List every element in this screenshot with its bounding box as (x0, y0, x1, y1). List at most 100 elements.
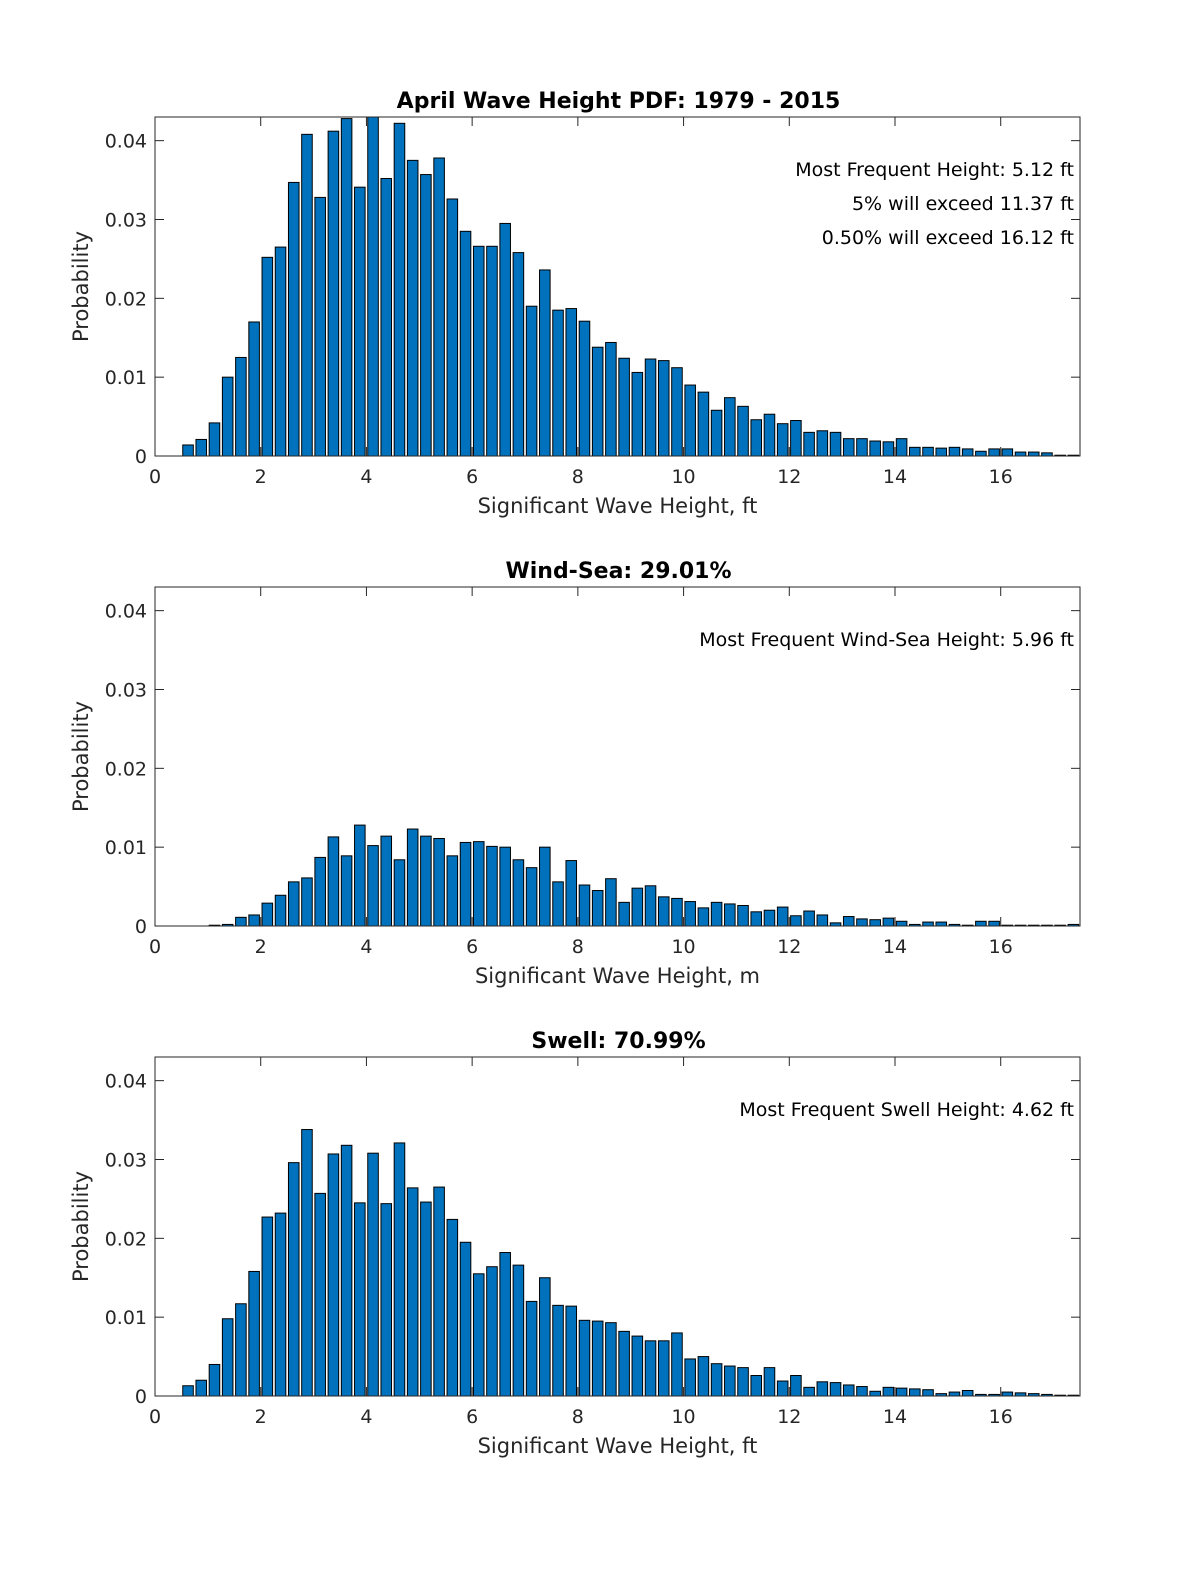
bar (644, 885, 657, 926)
bar (803, 1386, 815, 1396)
bar (208, 422, 221, 456)
bar (393, 122, 406, 456)
bar (803, 431, 815, 456)
bar (512, 252, 525, 456)
y-tick-label: 0 (135, 446, 147, 468)
bar (459, 230, 472, 456)
bar (235, 916, 247, 926)
annotation: 0.50% will exceed 16.12 ft (822, 227, 1074, 249)
bar (856, 918, 868, 926)
bar (605, 341, 617, 456)
bar (684, 901, 696, 926)
bar (895, 920, 908, 926)
bar (750, 911, 763, 926)
y-tick-label: 0.03 (105, 1149, 147, 1171)
bar (486, 245, 498, 456)
bar (525, 867, 538, 926)
bar (314, 196, 326, 456)
bar (776, 906, 789, 926)
bar (274, 894, 287, 926)
axes-box (154, 116, 1081, 457)
y-tick-label: 0.03 (105, 679, 147, 701)
bar (433, 1186, 445, 1396)
bar (354, 186, 366, 456)
bar (182, 1385, 194, 1396)
bar (724, 903, 736, 926)
y-tick-label: 0.02 (105, 758, 147, 780)
bar (565, 1305, 578, 1396)
bar (657, 360, 670, 456)
bar (737, 905, 749, 926)
x-tick-label: 14 (883, 1406, 907, 1428)
bar (869, 440, 881, 456)
bar (420, 835, 432, 926)
bar (327, 1153, 340, 1396)
bars (182, 117, 1080, 456)
bar (935, 921, 948, 926)
x-tick-label: 0 (149, 936, 161, 958)
bar (340, 1144, 353, 1396)
chart-title: April Wave Height PDF: 1979 - 2015 (397, 89, 841, 114)
x-tick-label: 8 (572, 466, 584, 488)
bar (842, 1384, 855, 1396)
bars (208, 824, 1080, 926)
bar (459, 841, 472, 926)
bar (393, 1142, 406, 1396)
y-tick-label: 0.01 (105, 1307, 147, 1329)
bar (261, 902, 274, 926)
bar (195, 1379, 208, 1396)
bar (882, 917, 895, 926)
chart-title: Swell: 70.99% (531, 1029, 705, 1054)
bar (472, 1273, 485, 1396)
bar (525, 305, 538, 456)
bar (697, 391, 710, 456)
x-tick-label: 2 (255, 936, 267, 958)
x-tick-label: 8 (572, 1406, 584, 1428)
bar (340, 118, 353, 456)
x-tick-label: 12 (777, 1406, 801, 1428)
x-tick-label: 4 (360, 466, 372, 488)
bar (988, 920, 1000, 926)
bar (591, 1320, 604, 1396)
x-tick-label: 10 (671, 466, 695, 488)
x-tick-label: 6 (466, 466, 478, 488)
bar (948, 1391, 961, 1396)
bar (684, 1358, 696, 1396)
bar (882, 1386, 895, 1396)
bar (446, 1218, 459, 1396)
bar (565, 860, 578, 926)
x-tick-label: 0 (149, 466, 161, 488)
bar (301, 877, 313, 926)
bar (552, 1304, 564, 1396)
bar (274, 246, 287, 456)
x-tick-label: 16 (989, 1406, 1013, 1428)
bar (816, 914, 829, 926)
bar (420, 174, 432, 456)
bar (340, 855, 353, 926)
bar (776, 1380, 789, 1396)
x-tick-label: 10 (671, 936, 695, 958)
bar (710, 409, 723, 456)
x-axis-label: Significant Wave Height, ft (478, 1434, 758, 1458)
bar (591, 346, 604, 456)
bar (737, 1367, 749, 1396)
bar (816, 430, 829, 456)
bar (975, 920, 987, 926)
bar (763, 909, 776, 926)
bar (472, 841, 485, 926)
x-tick-label: 4 (360, 1406, 372, 1428)
bar (287, 1162, 300, 1396)
bar (671, 367, 683, 456)
bar (301, 1129, 313, 1396)
bar (512, 1264, 525, 1396)
bar (499, 1252, 511, 1396)
bar (367, 1152, 379, 1396)
y-tick-label: 0.03 (105, 209, 147, 231)
bar (790, 1375, 802, 1396)
bar (195, 438, 208, 456)
bar (842, 438, 855, 456)
bar (499, 846, 511, 926)
bar (631, 887, 644, 926)
bar (552, 881, 564, 926)
bar (909, 1388, 921, 1396)
